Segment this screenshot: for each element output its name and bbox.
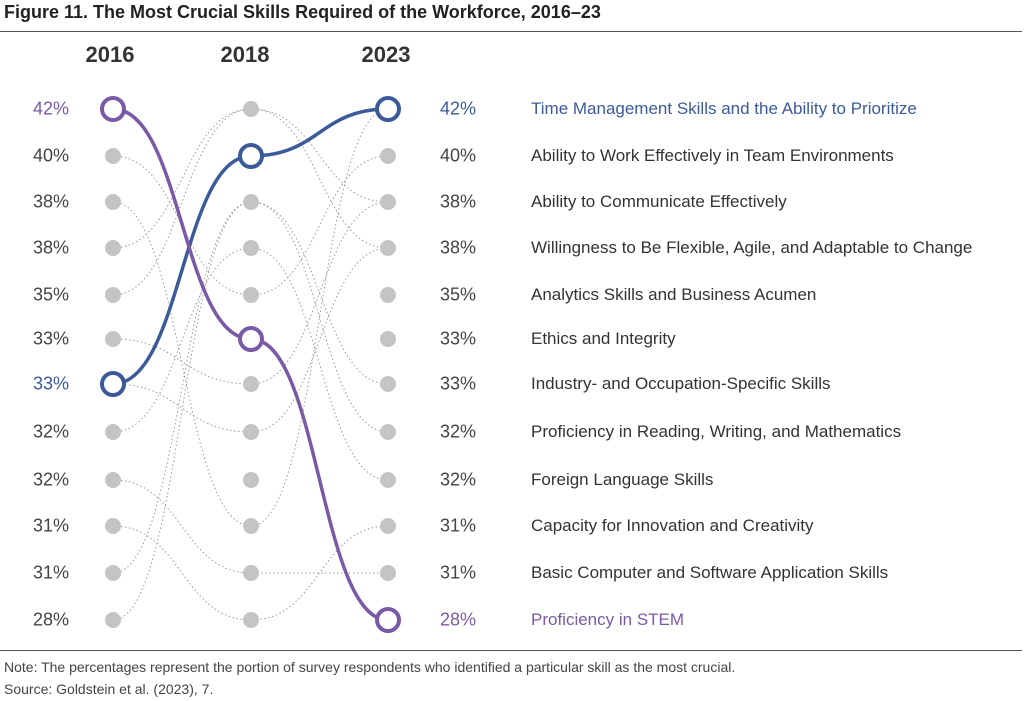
skill-label-11: Basic Computer and Software Application … [531,563,889,582]
rank-dot-2023-10 [380,518,396,534]
rank-dot-2016-3 [105,194,121,210]
right-pct-label-11: 31% [440,562,477,583]
skill-label-5: Analytics Skills and Business Acumen [531,285,817,304]
top-divider [0,31,1022,32]
skill-connector-6 [112,247,389,433]
skill-label-12: Proficiency in STEM [531,610,685,629]
left-pct-label-4: 38% [32,237,69,258]
right-pct-label-1: 42% [440,98,477,119]
rank-dot-2018-3 [243,194,259,210]
highlight-marker-1-2023 [375,96,401,122]
rank-dot-2023-6 [380,331,396,347]
skill-label-8: Proficiency in Reading, Writing, and Mat… [531,422,902,441]
rank-dot-2023-3 [380,194,396,210]
skill-connector-2 [112,108,389,527]
rank-dot-2016-10 [105,518,121,534]
rank-dot-2023-4 [380,240,396,256]
highlight-marker-1-2016 [100,371,126,397]
figure-source: Source: Goldstein et al. (2023), 7. [4,681,214,697]
bottom-divider [0,650,1022,651]
left-pct-label-11: 31% [32,562,69,583]
figure-title: Figure 11. The Most Crucial Skills Requi… [4,2,601,22]
year-header-2023: 2023 [361,42,411,67]
left-pct-label-1: 42% [32,98,69,119]
right-pct-label-6: 33% [440,328,477,349]
rank-dot-2018-12 [243,612,259,628]
left-pct-label-12: 28% [32,609,69,630]
rank-dot-2023-2 [380,148,396,164]
rank-dot-2018-7 [243,376,259,392]
rank-dot-2016-11 [105,565,121,581]
left-pct-label-8: 32% [32,421,69,442]
highlight-marker-1-2018 [238,143,264,169]
left-pct-label-3: 38% [32,191,69,212]
right-pct-label-7: 33% [440,373,477,394]
skill-label-6: Ethics and Integrity [531,329,676,348]
highlight-line-1 [112,107,389,386]
left-pct-label-5: 35% [32,284,69,305]
rank-dot-2018-11 [243,565,259,581]
rank-dot-2023-11 [380,565,396,581]
left-pct-label-9: 32% [32,469,69,490]
right-pct-label-2: 40% [440,145,477,166]
rank-dot-2023-8 [380,424,396,440]
rank-dot-2018-10 [243,518,259,534]
rank-dot-2016-6 [105,331,121,347]
skill-label-4: Willingness to Be Flexible, Agile, and A… [531,238,973,257]
bump-chart [100,96,401,633]
right-pct-label-8: 32% [440,421,477,442]
rank-dot-2016-9 [105,472,121,488]
rank-dot-2018-8 [243,424,259,440]
skill-label-7: Industry- and Occupation-Specific Skills [531,374,831,393]
skill-connector-11 [112,201,389,621]
rank-dot-2016-2 [105,148,121,164]
right-pct-label-9: 32% [440,469,477,490]
skill-label-9: Foreign Language Skills [531,470,714,489]
rank-dot-2023-9 [380,472,396,488]
left-pct-label-6: 33% [32,328,69,349]
year-header-2018: 2018 [220,42,270,67]
rank-dot-2018-5 [243,287,259,303]
skill-connector-1 [112,155,389,296]
rank-dot-2016-12 [105,612,121,628]
rank-dot-2016-4 [105,240,121,256]
rank-dot-2023-7 [380,376,396,392]
skill-label-1: Time Management Skills and the Ability t… [531,99,917,118]
rank-dot-2018-1 [243,101,259,117]
rank-dot-2023-5 [380,287,396,303]
right-pct-label-5: 35% [440,284,477,305]
right-pct-label-10: 31% [440,515,477,536]
rank-dot-2016-8 [105,424,121,440]
skill-connector-7 [112,247,389,481]
rank-dot-2016-5 [105,287,121,303]
right-pct-label-12: 28% [440,609,477,630]
rank-dot-2018-4 [243,240,259,256]
figure-note: Note: The percentages represent the port… [4,659,736,675]
right-pct-label-4: 38% [440,237,477,258]
right-pct-label-3: 38% [440,191,477,212]
highlight-line-2 [112,107,389,622]
left-pct-label-10: 31% [32,515,69,536]
year-header-2016: 2016 [85,42,135,67]
left-pct-label-7: 33% [32,373,69,394]
skill-label-10: Capacity for Innovation and Creativity [531,516,814,535]
skill-label-3: Ability to Communicate Effectively [531,192,787,211]
highlight-marker-2-2023 [375,607,401,633]
highlight-marker-2-2018 [238,326,264,352]
skill-connector-8 [112,479,388,574]
left-pct-label-2: 40% [32,145,69,166]
highlight-marker-2-2016 [100,96,126,122]
rank-dot-2018-9 [243,472,259,488]
skill-label-2: Ability to Work Effectively in Team Envi… [531,146,894,165]
